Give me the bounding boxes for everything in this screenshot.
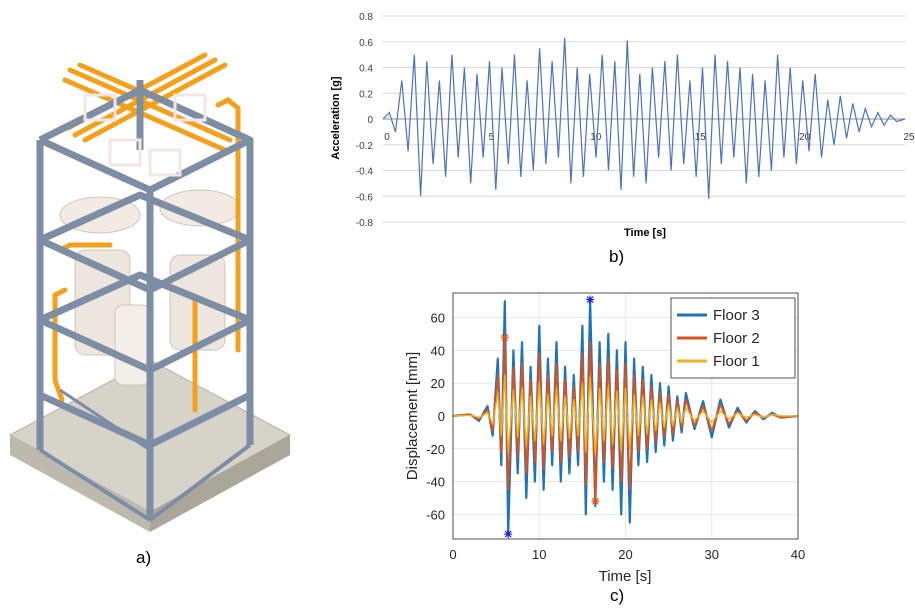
- peak-marker: [586, 295, 595, 304]
- displacement-x-tick-label: 20: [618, 547, 632, 562]
- acceleration-x-tick-label: 15: [695, 132, 707, 143]
- displacement-series: [452, 298, 799, 536]
- displacement-x-tick-label: 0: [449, 547, 456, 562]
- displacement-x-tick-label: 30: [705, 547, 719, 562]
- panel-label-c: c): [610, 586, 625, 605]
- displacement-series-line: [452, 374, 798, 455]
- acceleration-y-tick-label: 0.4: [359, 64, 373, 75]
- displacement-y-tick-label: 40: [431, 343, 445, 358]
- concrete-base-side-left: [10, 435, 150, 532]
- displacement-chart: 60 40 20 0 -20 -40 -60 0 10 20 30 40 Time [s] Disp…: [404, 292, 805, 585]
- displacement-plot-frame: [452, 292, 799, 540]
- peak-marker: [504, 530, 513, 539]
- acceleration-y-tick-label: 0: [367, 115, 373, 126]
- structure-illustration: [8, 52, 292, 532]
- displacement-y-axis-label: Displacement [mm]: [404, 352, 421, 480]
- displacement-y-tick-label: -40: [426, 475, 445, 490]
- acceleration-y-ticks: 0.8 0.6 0.4 0.2 0 -0.2 -0.4 -0.6 -0.8: [356, 12, 374, 229]
- displacement-y-tick-label: 0: [438, 409, 445, 424]
- concrete-base-side-right: [150, 435, 290, 532]
- steel-frame: [36, 80, 254, 522]
- displacement-y-tick-label: -20: [426, 442, 445, 457]
- displacement-y-tick-label: 60: [431, 311, 445, 326]
- acceleration-y-tick-label: -0.4: [356, 167, 374, 178]
- acceleration-y-tick-label: 0.8: [359, 12, 373, 23]
- acceleration-y-axis-label: Acceleration [g]: [330, 76, 342, 159]
- acceleration-x-tick-label: 5: [489, 132, 495, 143]
- acceleration-y-tick-label: 0.2: [359, 89, 373, 100]
- acceleration-grid: [383, 15, 905, 223]
- peak-marker: [591, 497, 600, 506]
- acceleration-x-ticks: 0 5 10 15 20 25: [384, 132, 915, 143]
- displacement-y-tick-label: -60: [426, 507, 445, 522]
- peak-marker: [500, 333, 509, 342]
- railings: [83, 93, 207, 177]
- acceleration-y-tick-label: -0.8: [356, 218, 374, 229]
- acceleration-y-tick-label: -0.2: [356, 141, 374, 152]
- acceleration-x-tick-label: 0: [384, 132, 390, 143]
- peak-markers: [500, 295, 600, 539]
- acceleration-x-tick-label: 25: [903, 132, 915, 143]
- displacement-x-axis-label: Time [s]: [599, 568, 652, 585]
- displacement-x-tick-label: 10: [532, 547, 546, 562]
- acceleration-x-axis-label: Time [s]: [624, 227, 666, 239]
- displacement-y-tick-label: 20: [431, 376, 445, 391]
- panel-label-a: a): [136, 548, 152, 567]
- acceleration-y-tick-label: 0.6: [359, 38, 373, 49]
- displacement-y-ticks: 60 40 20 0 -20 -40 -60: [426, 311, 445, 523]
- legend-label: Floor 1: [713, 353, 760, 370]
- acceleration-series-line: [382, 37, 906, 199]
- acceleration-y-tick-label: -0.6: [356, 192, 374, 203]
- panel-label-b: b): [609, 247, 625, 266]
- acceleration-x-tick-label: 20: [799, 132, 811, 143]
- legend-label: Floor 2: [713, 330, 760, 347]
- displacement-legend: Floor 3 Floor 2 Floor 1: [670, 297, 796, 379]
- legend-label: Floor 3: [713, 307, 760, 324]
- acceleration-x-tick-label: 10: [590, 132, 602, 143]
- displacement-x-ticks: 0 10 20 30 40: [449, 547, 805, 562]
- displacement-x-tick-label: 40: [791, 547, 805, 562]
- acceleration-chart: 0.8 0.6 0.4 0.2 0 -0.2 -0.4 -0.6 -0.8 0 5 10 15 20 25…: [330, 12, 915, 239]
